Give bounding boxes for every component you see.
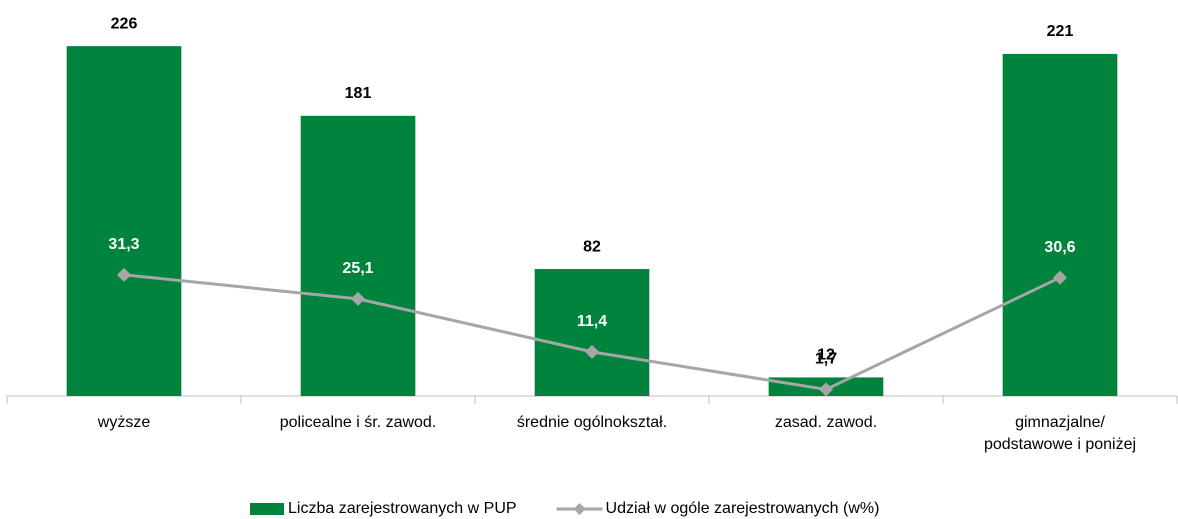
line-marker <box>351 291 365 306</box>
line-value-label: 11,4 <box>577 313 607 330</box>
bar <box>1002 53 1118 396</box>
x-tick-label: wyższe <box>97 414 151 431</box>
x-tick-label: policealne i śr. zawod. <box>279 414 437 431</box>
bar <box>534 269 650 396</box>
x-tick-label: zasad. zawod. <box>774 414 878 431</box>
bar <box>300 115 416 396</box>
line-marker <box>1053 270 1067 285</box>
line-marker <box>819 382 833 397</box>
line-value-label: 31,3 <box>108 236 139 253</box>
line-value-label: 30,6 <box>1044 239 1075 256</box>
legend-marker <box>573 503 586 515</box>
x-tick-label: średnie ogólnokształ. <box>516 414 668 431</box>
bar-value-label: 12 <box>817 347 835 364</box>
bar-value-label: 226 <box>111 15 138 32</box>
line-marker <box>585 344 599 359</box>
bar-value-label: 181 <box>345 85 372 102</box>
bar <box>66 46 182 396</box>
x-tick-label: gimnazjalne/ podstawowe i poniżej <box>983 414 1137 453</box>
line-marker <box>117 267 131 282</box>
line-value-label: 25,1 <box>342 260 373 277</box>
bar-value-label: 82 <box>583 238 601 255</box>
line-value-label: 1,7 <box>815 351 837 368</box>
bar-value-label: 221 <box>1047 23 1074 40</box>
legend-swatch <box>250 503 284 515</box>
legend-label: Liczba zarejestrowanych w PUP <box>288 500 517 517</box>
legend-label: Udział w ogóle zarejestrowanych (w%) <box>606 500 880 517</box>
